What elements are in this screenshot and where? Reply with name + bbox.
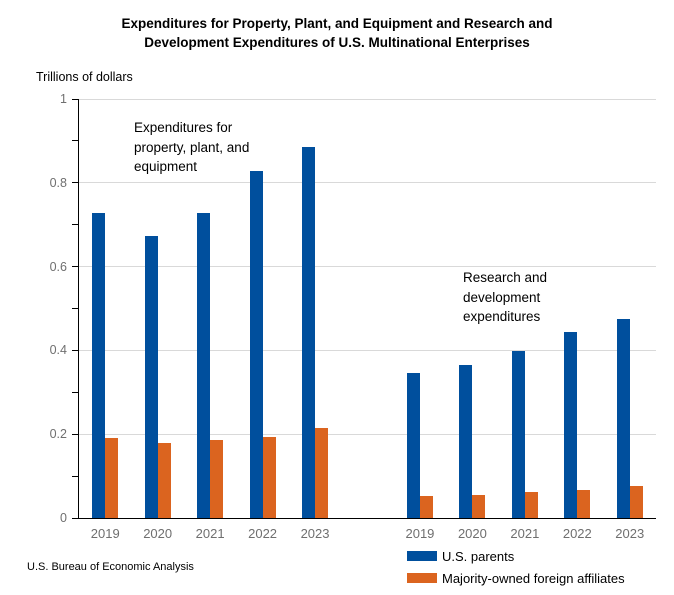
y-axis-tick xyxy=(72,182,79,184)
bar-u-s-parents-expenditures-for-property-plant-and-equipment-2020 xyxy=(144,235,158,518)
bar-majority-owned-foreign-affiliates-research-and-development-expenditures-2023 xyxy=(629,486,643,518)
bar-majority-owned-foreign-affiliates-expenditures-for-property-plant-and-equipment-2022 xyxy=(262,436,276,518)
bar-u-s-parents-expenditures-for-property-plant-and-equipment-2021 xyxy=(197,212,211,518)
bar-majority-owned-foreign-affiliates-research-and-development-expenditures-2021 xyxy=(524,491,538,518)
plot-area: 0 0.2 0.4 0.6 0.8 1 2019 2020 2021 2022 2023 Expend… xyxy=(50,92,656,541)
legend-swatch-majority-owned-foreign-affiliates xyxy=(407,573,437,583)
y-axis-tick xyxy=(72,140,79,142)
bar-majority-owned-foreign-affiliates-research-and-development-expenditures-2020 xyxy=(472,494,486,518)
bar-u-s-parents-expenditures-for-property-plant-and-equipment-2023 xyxy=(302,147,316,518)
x-axis-year-label: 2023 xyxy=(300,526,330,541)
x-axis-year-label: 2019 xyxy=(405,526,435,541)
bar-u-s-parents-research-and-development-expenditures-2022 xyxy=(564,332,578,518)
x-axis-year-label: 2019 xyxy=(90,526,120,541)
bar-u-s-parents-research-and-development-expenditures-2021 xyxy=(511,350,525,518)
bar-majority-owned-foreign-affiliates-research-and-development-expenditures-2019 xyxy=(419,495,433,518)
gridline xyxy=(79,433,656,435)
legend: U.S. parents Majority-owned foreign affil… xyxy=(407,545,625,589)
x-axis-year-label: 2021 xyxy=(510,526,540,541)
x-axis-year-label: 2021 xyxy=(195,526,225,541)
legend-item-majority-owned-foreign-affiliates: Majority-owned foreign affiliates xyxy=(407,567,625,589)
group-annotation-research-and-development-expenditures: Research and development expenditures xyxy=(463,270,548,325)
bar-u-s-parents-expenditures-for-property-plant-and-equipment-2022 xyxy=(249,171,263,518)
y-axis-unit-label: Trillions of dollars xyxy=(36,70,133,84)
bar-majority-owned-foreign-affiliates-expenditures-for-property-plant-and-equipment-2023 xyxy=(315,428,329,518)
x-axis-year-label: 2023 xyxy=(615,526,645,541)
bar-majority-owned-foreign-affiliates-expenditures-for-property-plant-and-equipment-2021 xyxy=(210,440,224,518)
source-note: U.S. Bureau of Economic Analysis xyxy=(27,561,194,573)
bar-majority-owned-foreign-affiliates-expenditures-for-property-plant-and-equipment-2019 xyxy=(105,438,119,518)
legend-label: Majority-owned foreign affiliates xyxy=(442,570,625,586)
group-annotation-expenditures-for-property-plant-and-equipment: Expenditures for property, plant, and eq… xyxy=(134,120,250,175)
chart-title: Expenditures for Property, Plant, and Eq… xyxy=(0,15,674,53)
y-axis-tick-label: 0.6 xyxy=(49,259,67,274)
y-axis-tick xyxy=(72,349,79,351)
legend-swatch-u-s-parents xyxy=(407,551,437,561)
x-axis-year-label: 2020 xyxy=(143,526,173,541)
y-axis-tick xyxy=(72,98,79,100)
gridline xyxy=(79,182,656,184)
legend-label: U.S. parents xyxy=(442,548,515,564)
gridline xyxy=(79,98,656,100)
y-axis-tick-label: 0.4 xyxy=(49,343,67,358)
bar-u-s-parents-research-and-development-expenditures-2023 xyxy=(616,319,630,518)
y-axis-tick-label: 0.2 xyxy=(49,427,67,442)
bar-majority-owned-foreign-affiliates-expenditures-for-property-plant-and-equipment-2020 xyxy=(157,443,171,518)
chart-title-line2: Development Expenditures of U.S. Multina… xyxy=(144,34,530,50)
x-axis-year-label: 2020 xyxy=(457,526,487,541)
bar-u-s-parents-research-and-development-expenditures-2019 xyxy=(406,373,420,518)
y-axis-tick xyxy=(72,266,79,268)
y-axis-tick xyxy=(72,433,79,435)
gridline xyxy=(79,266,656,268)
x-axis-year-label: 2022 xyxy=(562,526,592,541)
y-axis-tick-label: 1 xyxy=(60,92,67,106)
bar-majority-owned-foreign-affiliates-research-and-development-expenditures-2022 xyxy=(577,489,591,518)
bar-u-s-parents-research-and-development-expenditures-2020 xyxy=(459,365,473,518)
legend-item-u-s-parents: U.S. parents xyxy=(407,545,625,567)
y-axis-tick xyxy=(72,224,79,226)
x-axis-year-label: 2022 xyxy=(248,526,278,541)
y-axis-tick-label: 0 xyxy=(60,511,67,525)
bar-u-s-parents-expenditures-for-property-plant-and-equipment-2019 xyxy=(92,212,106,518)
y-axis-tick xyxy=(72,308,79,309)
y-axis-tick xyxy=(72,391,79,393)
y-axis-tick-label: 0.8 xyxy=(49,175,67,190)
y-axis-tick xyxy=(72,475,79,477)
chart-title-line1: Expenditures for Property, Plant, and Eq… xyxy=(121,16,553,31)
gridline xyxy=(79,349,656,351)
y-axis-tick xyxy=(72,517,79,519)
